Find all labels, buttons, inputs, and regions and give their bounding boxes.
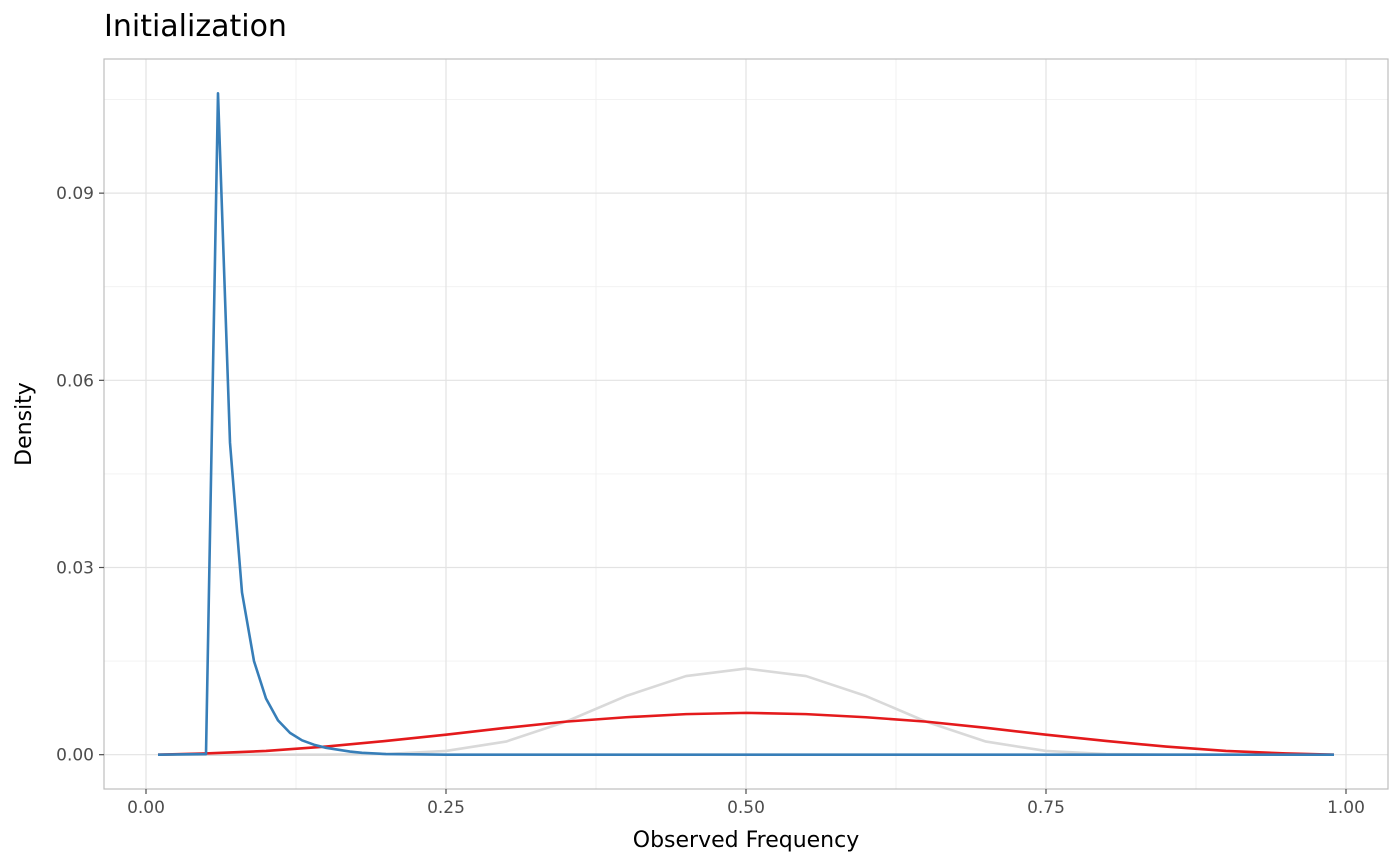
- series-lines: [157, 92, 1335, 756]
- series-line: [157, 711, 1335, 756]
- y-tick-label: 0.00: [56, 746, 94, 766]
- y-tick-label: 0.03: [56, 559, 94, 579]
- y-tick-label: 0.09: [56, 184, 94, 204]
- y-axis: 0.00 0.03 0.06 0.09: [56, 184, 104, 766]
- chart-title: Initialization: [104, 9, 287, 44]
- x-axis-label: Observed Frequency: [633, 828, 860, 853]
- x-tick-label: 0.25: [427, 798, 465, 818]
- x-tick-label: 0.75: [1027, 798, 1065, 818]
- y-tick-label: 0.06: [56, 371, 94, 391]
- x-axis: 0.00 0.25 0.50 0.75 1.00: [127, 789, 1365, 818]
- x-tick-label: 0.50: [727, 798, 765, 818]
- series-line: [157, 92, 1334, 756]
- major-gridlines: [104, 59, 1388, 789]
- x-tick-label: 1.00: [1327, 798, 1365, 818]
- y-axis-label: Density: [12, 382, 37, 466]
- x-tick-label: 0.00: [127, 798, 165, 818]
